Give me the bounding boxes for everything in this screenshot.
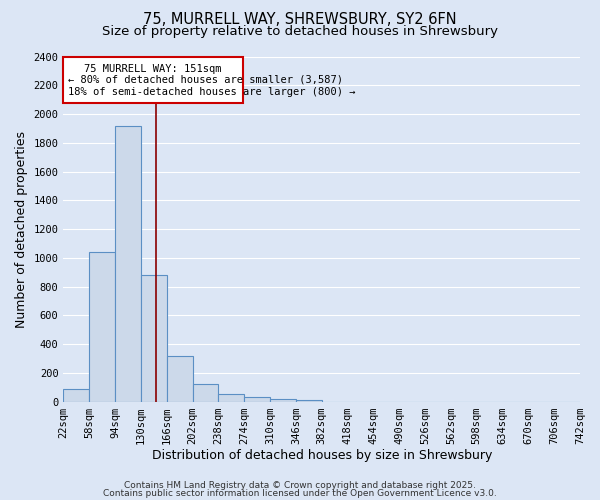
Bar: [141, 275, 167, 402]
Text: 18% of semi-detached houses are larger (800) →: 18% of semi-detached houses are larger (…: [68, 86, 355, 97]
Bar: [89, 252, 115, 402]
Bar: [115, 126, 141, 402]
Bar: [167, 356, 193, 402]
Bar: [244, 398, 270, 402]
Bar: [218, 394, 244, 402]
Bar: [270, 400, 296, 402]
Text: Contains public sector information licensed under the Open Government Licence v3: Contains public sector information licen…: [103, 489, 497, 498]
X-axis label: Distribution of detached houses by size in Shrewsbury: Distribution of detached houses by size …: [152, 450, 492, 462]
Text: ← 80% of detached houses are smaller (3,587): ← 80% of detached houses are smaller (3,…: [68, 74, 343, 85]
FancyBboxPatch shape: [64, 57, 243, 103]
Text: Contains HM Land Registry data © Crown copyright and database right 2025.: Contains HM Land Registry data © Crown c…: [124, 481, 476, 490]
Text: 75 MURRELL WAY: 151sqm: 75 MURRELL WAY: 151sqm: [85, 64, 222, 74]
Bar: [296, 400, 322, 402]
Y-axis label: Number of detached properties: Number of detached properties: [15, 130, 28, 328]
Bar: [64, 388, 89, 402]
Text: 75, MURRELL WAY, SHREWSBURY, SY2 6FN: 75, MURRELL WAY, SHREWSBURY, SY2 6FN: [143, 12, 457, 28]
Text: Size of property relative to detached houses in Shrewsbury: Size of property relative to detached ho…: [102, 25, 498, 38]
Bar: [193, 384, 218, 402]
